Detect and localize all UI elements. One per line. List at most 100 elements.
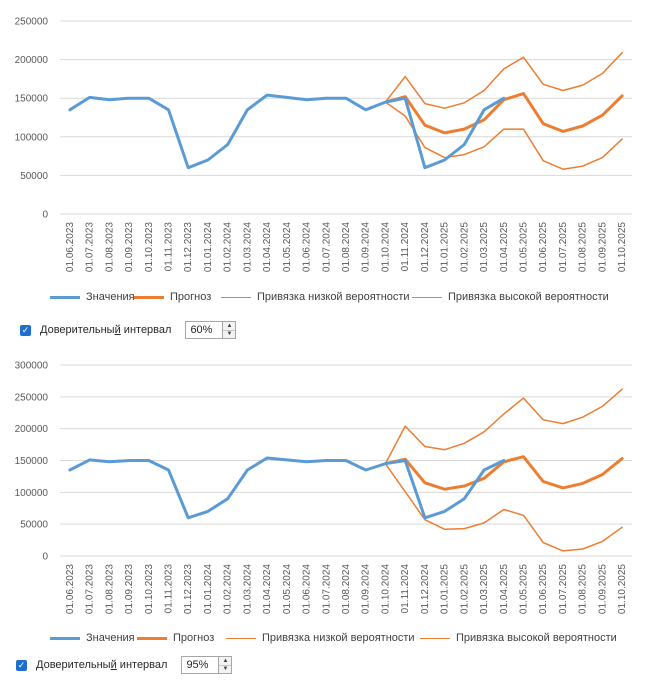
x-tick-label: 01.10.2025 [617,222,628,272]
x-tick-label: 01.11.2024 [400,222,411,272]
x-tick-label: 01.11.2023 [163,222,174,272]
confidence-interval-label-1: Доверительный интервал [40,324,172,336]
legend-item-values: Значения [50,632,135,644]
x-tick-label: 01.07.2024 [321,564,332,614]
x-tick-label: 01.08.2024 [341,564,352,614]
x-tick-label: 01.07.2025 [558,564,569,614]
confidence-interval-checkbox-2[interactable]: ✓ [16,659,27,671]
confidence-interval-control-2: ✓ Доверительный интервал 95% ▲ ▼ [16,656,233,674]
x-tick-label: 01.08.2024 [341,222,352,272]
legend-label-low: Привязка низкой вероятности [257,291,410,303]
series-line-values [68,93,506,170]
x-tick-label: 01.12.2024 [420,222,431,272]
x-tick-label: 01.03.2025 [479,564,490,614]
chart-1: 0 50000 100000 150000 200000 250000 01.06.2023… [0,0,651,290]
x-tick-label: 01.12.2023 [183,564,194,614]
x-tick-label: 01.06.2025 [538,564,549,614]
legend-item-low: Привязка низкой вероятности [226,632,415,644]
confidence-level-spinner-1: ▲ ▼ [223,321,237,339]
confidence-level-spinner-2: ▲ ▼ [219,656,233,674]
x-tick-label: 01.02.2025 [459,564,470,614]
x-tick-label: 01.04.2025 [499,222,510,272]
x-tick-label: 01.09.2024 [361,222,372,272]
x-tick-label: 01.08.2025 [578,564,589,614]
x-tick-label: 01.01.2024 [203,222,214,272]
x-tick-label: 01.09.2025 [597,564,608,614]
spin-down-icon[interactable]: ▼ [223,329,236,338]
x-tick-label: 01.10.2025 [617,564,628,614]
series-line-values [68,456,506,520]
y-tick-label: 0 [42,552,48,563]
checkmark-icon: ✓ [21,324,30,335]
x-tick-label: 01.01.2024 [203,564,214,614]
legend-item-forecast: Прогноз [134,291,211,303]
legend-swatch-values [50,295,80,299]
legend-label-values: Значения [86,291,135,303]
spin-up-icon[interactable]: ▲ [223,322,236,330]
chart-2: 0 50000 100000 150000 200000 250000 300000 01.0… [0,350,651,628]
x-tick-label: 01.12.2023 [183,222,194,272]
x-tick-label: 01.11.2023 [163,564,174,614]
y-tick-label: 100000 [15,132,49,143]
y-tick-label: 0 [42,210,48,221]
y-tick-label: 200000 [15,55,49,66]
legend-label-low: Привязка низкой вероятности [262,632,415,644]
x-tick-label: 01.06.2023 [65,222,76,272]
legend-item-forecast: Прогноз [137,632,214,644]
y-tick-label: 50000 [20,171,48,182]
x-tick-label: 01.02.2025 [459,222,470,272]
x-tick-label: 01.04.2024 [262,222,273,272]
y-tick-label: 200000 [15,424,49,435]
series-line-high [384,51,623,109]
x-tick-label: 01.10.2023 [144,564,155,614]
x-tick-label: 01.10.2023 [144,222,155,272]
legend-swatch-high [412,296,442,298]
legend-item-high: Привязка высокой вероятности [420,632,617,644]
legend-label-high: Привязка высокой вероятности [448,291,609,303]
x-tick-label: 01.06.2023 [65,564,76,614]
series-line-high [384,388,623,465]
legend-item-values: Значения [50,291,135,303]
legend-item-high: Привязка высокой вероятности [412,291,609,303]
y-tick-label: 250000 [15,392,49,403]
x-tick-label: 01.10.2024 [380,222,391,272]
x-tick-label: 01.09.2024 [361,564,372,614]
x-tick-label: 01.08.2023 [104,222,115,272]
chart-1-plot: 0 50000 100000 150000 200000 250000 01.06.2023… [15,17,632,272]
legend-swatch-forecast [137,636,167,640]
confidence-interval-label-2: Доверительный интервал [36,659,168,671]
series-line-low [384,462,623,552]
y-tick-label: 50000 [20,520,48,531]
x-tick-label: 01.03.2024 [242,222,253,272]
checkmark-icon: ✓ [17,659,26,670]
x-tick-label: 01.04.2025 [499,564,510,614]
chart-2-plot: 0 50000 100000 150000 200000 250000 300000 01.0… [15,361,632,614]
x-tick-label: 01.05.2025 [519,564,530,614]
y-tick-label: 250000 [15,17,49,28]
x-tick-label: 01.10.2024 [380,564,391,614]
x-tick-label: 01.09.2023 [124,564,135,614]
spin-down-icon[interactable]: ▼ [219,664,232,673]
x-tick-label: 01.01.2025 [440,564,451,614]
confidence-interval-checkbox-1[interactable]: ✓ [20,324,31,336]
legend-label-high: Привязка высокой вероятности [456,632,617,644]
x-tick-label: 01.06.2024 [302,222,313,272]
y-tick-label: 150000 [15,456,49,467]
x-tick-label: 01.01.2025 [440,222,451,272]
spin-up-icon[interactable]: ▲ [219,657,232,665]
x-tick-label: 01.07.2023 [85,564,96,614]
confidence-level-input-1[interactable]: 60% [185,321,224,339]
legend-swatch-low [226,637,256,639]
x-tick-label: 01.04.2024 [262,564,273,614]
x-tick-label: 01.03.2025 [479,222,490,272]
legend-label-forecast: Прогноз [173,632,215,644]
x-tick-label: 01.08.2025 [578,222,589,272]
legend-label-values: Значения [86,632,135,644]
x-tick-label: 01.05.2024 [282,222,293,272]
confidence-level-input-2[interactable]: 95% [181,656,220,674]
x-tick-label: 01.09.2023 [124,222,135,272]
y-tick-label: 150000 [15,94,49,105]
x-tick-label: 01.08.2023 [104,564,115,614]
legend-swatch-high [420,637,450,639]
x-tick-label: 01.11.2024 [400,564,411,614]
